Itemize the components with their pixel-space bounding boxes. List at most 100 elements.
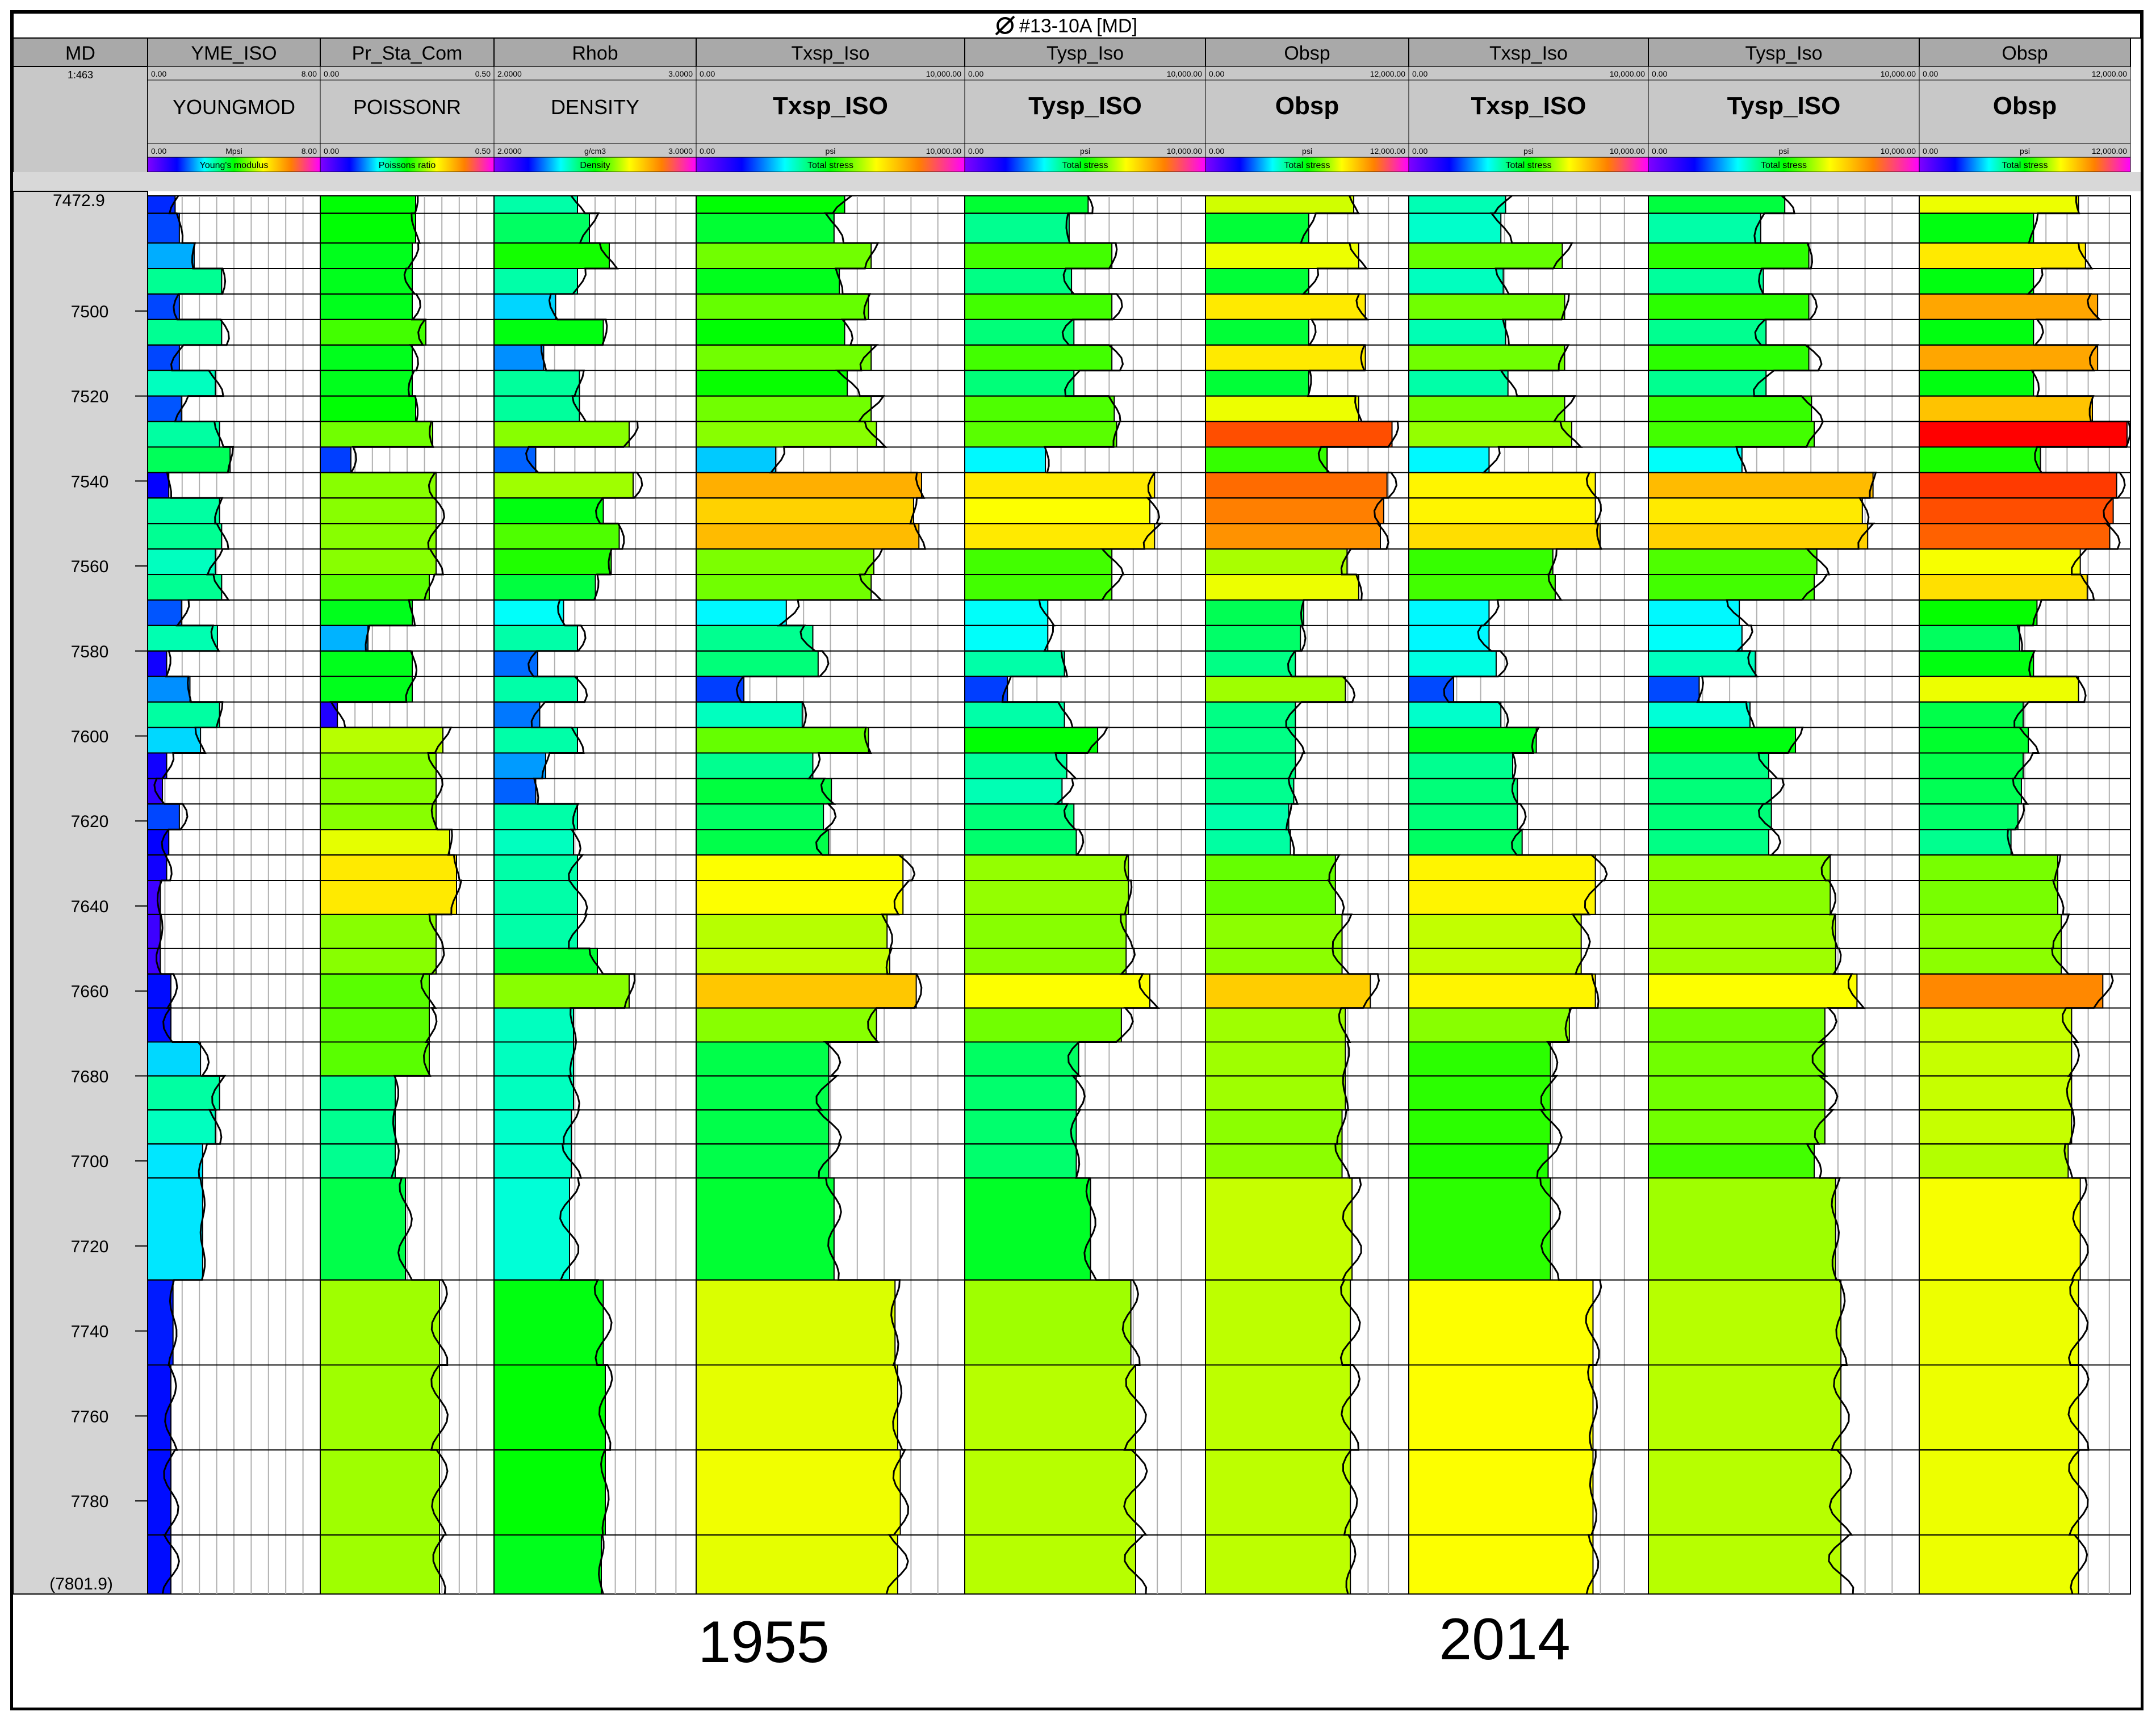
layer-bar bbox=[493, 854, 578, 882]
track-range-max-1: 3.0000 bbox=[668, 69, 693, 78]
layer-bar bbox=[493, 1534, 602, 1595]
layer-bar bbox=[1205, 947, 1343, 975]
layer-bar bbox=[320, 947, 437, 975]
layer-bar bbox=[1205, 1177, 1353, 1281]
layer-bar bbox=[964, 599, 1049, 626]
layer-bar bbox=[147, 913, 161, 949]
layer-bar bbox=[147, 1279, 174, 1366]
layer-bar bbox=[1408, 242, 1563, 270]
layer-bar bbox=[964, 676, 1008, 703]
layer-bar bbox=[696, 472, 922, 499]
layer-bar bbox=[1205, 574, 1359, 601]
layer-bar bbox=[1919, 548, 2081, 576]
layer-bar bbox=[1648, 1075, 1826, 1111]
layer-bar bbox=[1205, 854, 1336, 882]
layer-bar bbox=[1408, 212, 1502, 244]
layer-bar bbox=[1205, 1534, 1351, 1595]
depth-tick-label: 7540 bbox=[71, 472, 109, 491]
layer-bar bbox=[1408, 523, 1601, 550]
track-range-max-2: 10,000.00 bbox=[1167, 146, 1202, 156]
track-range-min-2: 0.00 bbox=[1923, 146, 1938, 156]
layer-bar bbox=[1408, 829, 1523, 856]
layer-bar bbox=[320, 1007, 430, 1043]
track-colorbar-label: Density bbox=[580, 161, 610, 170]
track-header-title: YME_ISO bbox=[191, 43, 277, 64]
layer-bar bbox=[147, 854, 168, 882]
layer-bar bbox=[1919, 293, 2099, 320]
track-range-max-2: 8.00 bbox=[302, 146, 317, 156]
layer-bar bbox=[696, 752, 814, 779]
layer-bar bbox=[1408, 1075, 1551, 1111]
layer-bar bbox=[1919, 1279, 2079, 1366]
title-bar: #13-10A [MD] bbox=[13, 13, 2141, 39]
layer-bar bbox=[320, 599, 413, 626]
track-range-row-1 bbox=[147, 66, 321, 81]
layer-bar bbox=[964, 701, 1065, 728]
empty-set-icon bbox=[995, 15, 1015, 36]
layer-bar bbox=[1648, 195, 1786, 214]
layer-bar bbox=[1648, 268, 1764, 295]
layer-bar bbox=[1205, 803, 1290, 830]
layer-bar bbox=[1919, 395, 2093, 422]
layer-bar bbox=[1919, 701, 2024, 728]
track-range-min-1: 0.00 bbox=[151, 69, 166, 78]
layer-bar bbox=[320, 293, 413, 320]
layer-bar bbox=[320, 370, 413, 397]
layer-bar bbox=[1408, 1449, 1594, 1536]
depth-top-label: 7472.9 bbox=[53, 191, 105, 210]
track-range-min-1: 0.00 bbox=[1412, 69, 1427, 78]
layer-bar bbox=[1408, 446, 1490, 473]
layer-bar bbox=[964, 1364, 1136, 1451]
layer-bar bbox=[493, 1279, 604, 1366]
layer-bar bbox=[1919, 195, 2079, 214]
layer-bar bbox=[696, 344, 872, 371]
track-header-title-bg bbox=[1408, 37, 1649, 67]
layer-bar bbox=[1408, 421, 1573, 448]
layer-bar bbox=[1648, 1041, 1826, 1077]
layer-bar bbox=[493, 1041, 574, 1077]
layer-bar bbox=[964, 1279, 1132, 1366]
track-colorbar bbox=[696, 157, 965, 173]
track-header-title: Pr_Sta_Com bbox=[352, 43, 463, 64]
layer-bar bbox=[964, 752, 1067, 779]
layer-bar bbox=[1205, 624, 1301, 652]
layer-bar bbox=[147, 973, 171, 1009]
layer-bar bbox=[696, 1279, 896, 1366]
layer-bar bbox=[493, 624, 578, 652]
track-range-row-1 bbox=[1648, 66, 1920, 81]
window-title: #13-10A [MD] bbox=[1019, 15, 1137, 37]
layer-bar bbox=[493, 195, 578, 214]
layer-bar bbox=[493, 1109, 572, 1145]
layer-bar bbox=[1205, 650, 1296, 677]
layer-bar bbox=[1408, 1041, 1551, 1077]
track-7 bbox=[1408, 195, 1649, 1595]
layer-bar bbox=[1205, 1449, 1351, 1536]
layer-bar bbox=[1648, 854, 1831, 882]
layer-bar bbox=[964, 370, 1075, 397]
track-header-title: Txsp_Iso bbox=[792, 43, 870, 64]
layer-bar bbox=[147, 1041, 202, 1077]
layer-bar bbox=[147, 446, 231, 473]
layer-bar bbox=[964, 1075, 1077, 1111]
track-colorbar bbox=[1919, 157, 2131, 173]
track-range-min-1: 0.00 bbox=[968, 69, 983, 78]
track-header-9: Obsp 0.00 12,000.00 Obsp 0.00 psi 12,000.00 Tot… bbox=[1919, 37, 2131, 173]
well-log-plot: #13-10A [MD] MD 1:463 YME_ISO 0.00 8.00 YOUNG… bbox=[13, 13, 2141, 1675]
layer-bar bbox=[1919, 829, 2012, 856]
track-range-min-2: 0.00 bbox=[968, 146, 983, 156]
depth-tick-label: 7760 bbox=[71, 1407, 109, 1426]
layer-bar bbox=[1648, 1534, 1842, 1595]
layer-bar bbox=[1919, 212, 2034, 244]
track-range-row-1 bbox=[320, 66, 495, 81]
track-name-row bbox=[964, 79, 1206, 144]
layer-bar bbox=[1648, 973, 1858, 1009]
layer-bar bbox=[1648, 318, 1767, 346]
layer-bar bbox=[1919, 1075, 2073, 1111]
track-range-row-2 bbox=[1919, 143, 2131, 158]
layer-bar bbox=[1919, 1449, 2079, 1536]
layer-bar bbox=[964, 973, 1151, 1009]
layer-bar bbox=[493, 268, 578, 295]
layer-bar bbox=[1205, 242, 1359, 270]
layer-bar bbox=[964, 212, 1070, 244]
layer-bar bbox=[493, 472, 634, 499]
